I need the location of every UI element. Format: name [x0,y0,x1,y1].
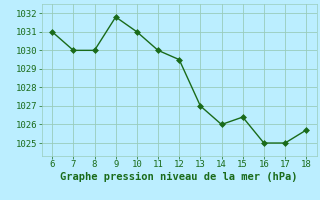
X-axis label: Graphe pression niveau de la mer (hPa): Graphe pression niveau de la mer (hPa) [60,172,298,182]
